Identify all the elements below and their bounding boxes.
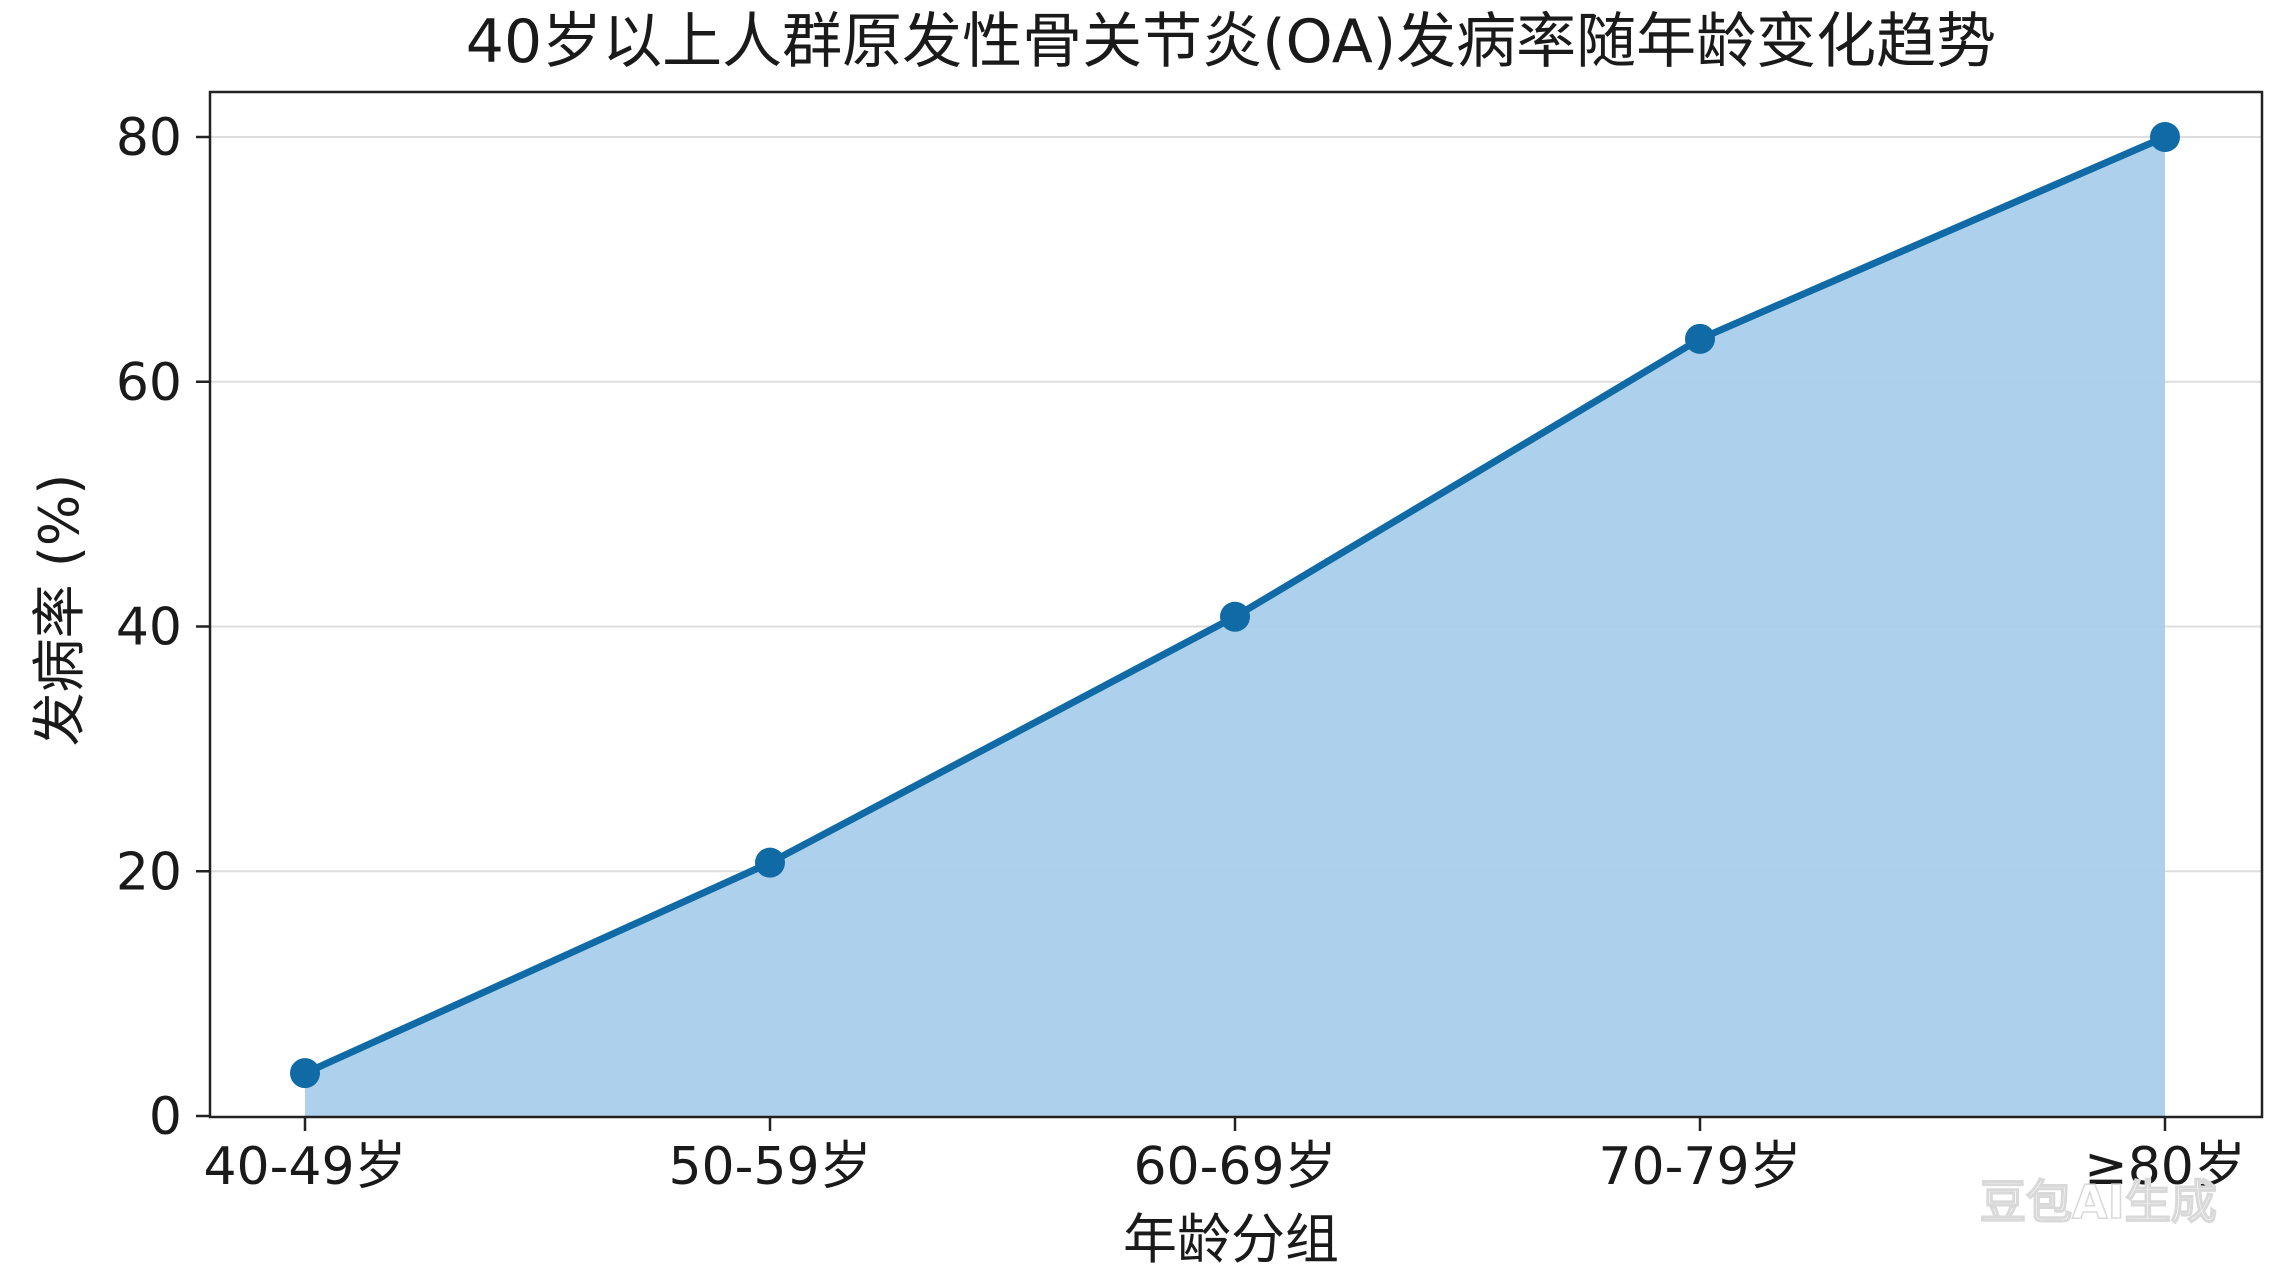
data-point-4 <box>1685 323 1715 354</box>
y-tick-label-0: 0 <box>149 1087 182 1147</box>
data-point-5 <box>2150 122 2180 152</box>
data-point-3 <box>1220 601 1250 632</box>
x-axis-label: 年龄分组 <box>1123 1208 1339 1271</box>
y-tick-label-40: 40 <box>116 598 182 658</box>
watermark: 豆包AI生成 <box>1980 1175 2217 1229</box>
y-tick-label-20: 20 <box>116 842 182 902</box>
data-point-1 <box>290 1058 320 1089</box>
data-points <box>290 122 2180 1089</box>
x-tick-label-3: 60-69岁 <box>1133 1137 1336 1197</box>
y-tick-label-60: 60 <box>116 353 182 413</box>
x-axis-ticks: 40-49岁 50-59岁 60-69岁 70-79岁 ≥80岁 <box>203 1117 2246 1197</box>
x-tick-label-2: 50-59岁 <box>668 1137 871 1197</box>
data-point-2 <box>755 847 785 878</box>
x-tick-label-5: ≥80岁 <box>2084 1137 2246 1197</box>
y-axis-label: 发病率 (%) <box>28 474 91 747</box>
x-tick-label-4: 70-79岁 <box>1598 1137 1801 1197</box>
chart-title: 40岁以上人群原发性骨关节炎(OA)发病率随年龄变化趋势 <box>466 7 1996 77</box>
y-axis-ticks: 0 20 40 60 80 <box>116 108 210 1147</box>
x-tick-label-1: 40-49岁 <box>203 1137 406 1197</box>
y-tick-label-80: 80 <box>116 108 182 168</box>
